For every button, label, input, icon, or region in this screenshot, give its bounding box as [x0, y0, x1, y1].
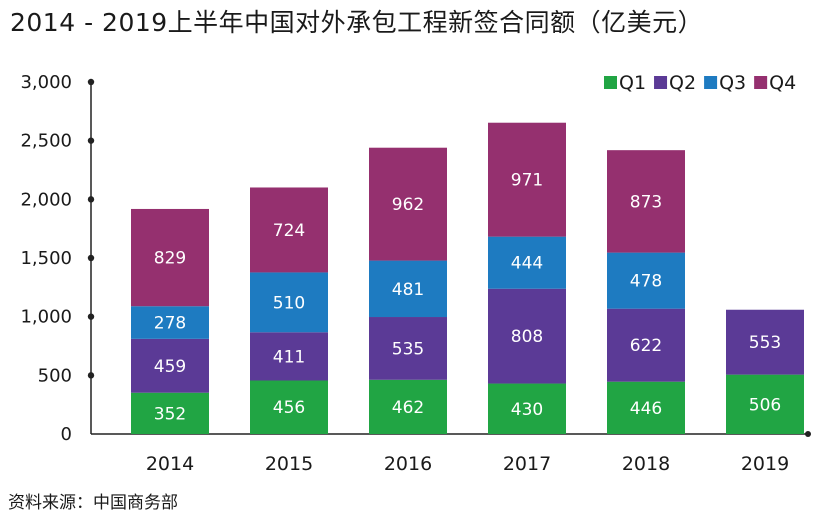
legend-swatch-q4	[754, 76, 768, 89]
data-label: 808	[511, 327, 543, 347]
y-tick-marker	[87, 254, 95, 262]
x-tick-label: 2016	[384, 453, 432, 475]
bar-segment-q1-2015	[250, 380, 328, 434]
bar-segment-q1-2016	[369, 379, 447, 434]
axes: 0 500 1,000 1,500 2,000 2,500 3,000 2014 2015 201…	[20, 72, 811, 475]
data-label: 873	[630, 192, 662, 212]
bar-segment-q2-2019	[726, 309, 804, 375]
y-tick-marker	[87, 196, 95, 203]
bar-segment-q4-2017	[488, 122, 566, 237]
bar-segment-q2-2017	[488, 288, 566, 384]
bar-segment-q2-2015	[250, 332, 328, 381]
bar-segment-q3-2016	[369, 260, 447, 318]
bar-segment-q3-2018	[607, 252, 685, 309]
bar-segment-q2-2018	[607, 308, 685, 382]
data-label: 622	[630, 336, 662, 356]
y-tick-label: 500	[38, 365, 72, 386]
data-label: 481	[392, 280, 424, 300]
data-labels: 352 459 278 829 456 411 510 724 462 535 481 962 430 8…	[154, 171, 781, 425]
legend-swatch-q1	[604, 76, 617, 89]
bar-segment-q4-2016	[369, 147, 447, 261]
x-tick-label: 2018	[622, 453, 670, 475]
y-tick-label: 1,000	[20, 307, 72, 328]
chart-title: 2014 - 2019上半年中国对外承包工程新签合同额（亿美元）	[10, 8, 704, 37]
data-label: 411	[273, 347, 305, 367]
data-label: 506	[749, 395, 781, 415]
x-tick-label: 2015	[265, 453, 313, 475]
data-label: 446	[630, 399, 662, 419]
bar-segment-q4-2015	[250, 187, 328, 273]
legend-swatch-q3	[704, 76, 718, 89]
y-tick-label: 3,000	[20, 72, 72, 93]
bar-segment-q4-2018	[607, 150, 685, 253]
chart-source: 资料来源：中国商务部	[8, 493, 178, 513]
y-tick-marker	[87, 313, 95, 320]
x-tick-label: 2017	[503, 453, 551, 475]
legend-label-q3: Q3	[719, 72, 746, 94]
legend-swatch-q2	[654, 76, 668, 89]
data-label: 430	[511, 400, 543, 420]
y-tick-marker	[87, 137, 95, 144]
legend-label-q4: Q4	[769, 72, 796, 94]
data-label: 829	[154, 249, 186, 269]
bar-segment-q1-2019	[726, 374, 804, 434]
x-tick-label: 2019	[741, 453, 789, 475]
bar-segment-q3-2015	[250, 272, 328, 333]
data-label: 510	[273, 293, 305, 313]
bar-segment-q1-2014	[131, 392, 209, 434]
data-label: 278	[154, 314, 186, 334]
data-label: 962	[392, 195, 424, 215]
bar-segment-q2-2016	[369, 317, 447, 380]
x-axis-end-marker	[805, 431, 811, 437]
legend-label-q2: Q2	[669, 72, 696, 94]
bar-segment-q3-2014	[131, 306, 209, 339]
data-label: 352	[154, 404, 186, 424]
data-label: 535	[392, 339, 424, 359]
data-label: 724	[273, 221, 305, 241]
x-tick-label: 2014	[146, 453, 194, 475]
bar-segment-q1-2017	[488, 383, 566, 434]
data-label: 553	[749, 333, 781, 353]
bar-segment-q3-2017	[488, 236, 566, 289]
y-tick-label: 1,500	[20, 248, 72, 269]
bar-segment-q1-2018	[607, 381, 685, 434]
bar-segment-q2-2014	[131, 338, 209, 393]
legend: Q1 Q2 Q3 Q4	[604, 72, 796, 94]
data-label: 456	[273, 398, 305, 418]
bars	[131, 122, 804, 434]
y-tick-label: 2,000	[20, 189, 72, 210]
data-label: 971	[511, 171, 543, 191]
y-tick-label: 2,500	[20, 131, 72, 152]
legend-label-q1: Q1	[619, 72, 646, 94]
data-label: 444	[511, 254, 543, 274]
data-label: 459	[154, 357, 186, 377]
y-tick-marker	[87, 78, 95, 86]
bar-segment-q4-2014	[131, 208, 209, 307]
y-tick-marker	[87, 372, 95, 379]
y-tick-label: 0	[61, 424, 72, 445]
data-label: 478	[630, 272, 662, 292]
data-label: 462	[392, 398, 424, 418]
